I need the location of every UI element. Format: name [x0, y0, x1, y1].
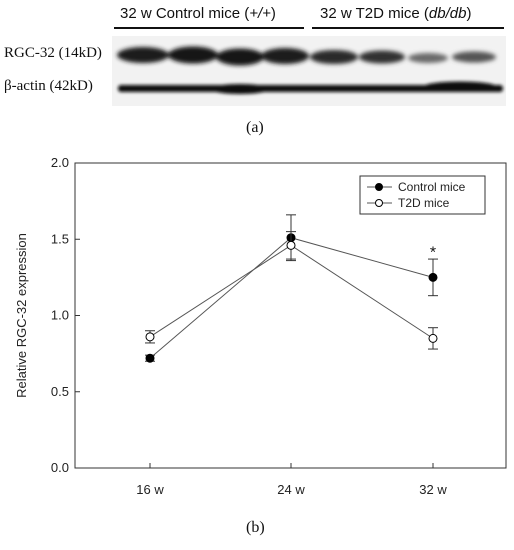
legend-marker: [375, 183, 383, 191]
blot-group-t2d-label: 32 w T2D mice (db/db): [320, 5, 472, 22]
series-t2d: [145, 231, 438, 350]
data-point: [428, 333, 438, 343]
rgc32-band-1: [117, 47, 169, 63]
rgc32-band-8: [452, 51, 496, 63]
rgc32-band-3: [216, 48, 264, 66]
legend-entry: T2D mice: [398, 196, 450, 210]
blot-membrane: [112, 36, 506, 106]
y-tick-label: 1.5: [51, 231, 69, 246]
blot-group-t2d-bar: [312, 27, 504, 29]
x-tick-label: 16 w: [136, 482, 164, 497]
y-tick-label: 2.0: [51, 155, 69, 170]
x-tick-label: 32 w: [419, 482, 447, 497]
panel-b-label: (b): [246, 519, 265, 536]
legend-marker: [375, 199, 383, 207]
data-point: [428, 272, 438, 282]
rgc32-band-4: [261, 48, 309, 64]
blot-row-label-rgc32: RGC-32 (14kD): [4, 45, 102, 61]
rgc32-band-2: [168, 46, 218, 64]
blot-group-control-label: 32 w Control mice (+/+): [120, 5, 276, 22]
legend-entry: Control mice: [398, 180, 466, 194]
panel-a-label: (a): [246, 119, 264, 136]
rgc32-bands: [117, 46, 496, 66]
x-tick-label: 24 w: [277, 482, 305, 497]
data-point: [145, 332, 155, 342]
data-point: [145, 353, 155, 363]
western-blot-panel: 32 w Control mice (+/+) 32 w T2D mice (d…: [0, 0, 514, 110]
data-point: [286, 240, 296, 250]
line-chart: 0.0 0.5 1.0 1.5 2.0 16 w 24 w 32 w Relative RGC-…: [14, 155, 507, 497]
y-tick-label: 0.0: [51, 460, 69, 475]
y-tick-label: 0.5: [51, 384, 69, 399]
blot-image: [112, 36, 506, 106]
y-tick-label: 1.0: [51, 308, 69, 323]
rgc32-band-5: [310, 50, 358, 64]
rgc32-band-7: [408, 53, 448, 63]
legend-box: [359, 175, 486, 215]
blot-row-label-actin: β-actin (42kD): [4, 78, 93, 94]
rgc32-band-6: [359, 50, 405, 64]
legend: Control mice T2D mice: [359, 175, 486, 215]
actin-bands: [118, 81, 503, 94]
y-axis-label: Relative RGC-32 expression: [14, 233, 29, 398]
blot-group-control-bar: [114, 27, 304, 29]
significance-asterisk: *: [430, 244, 436, 261]
